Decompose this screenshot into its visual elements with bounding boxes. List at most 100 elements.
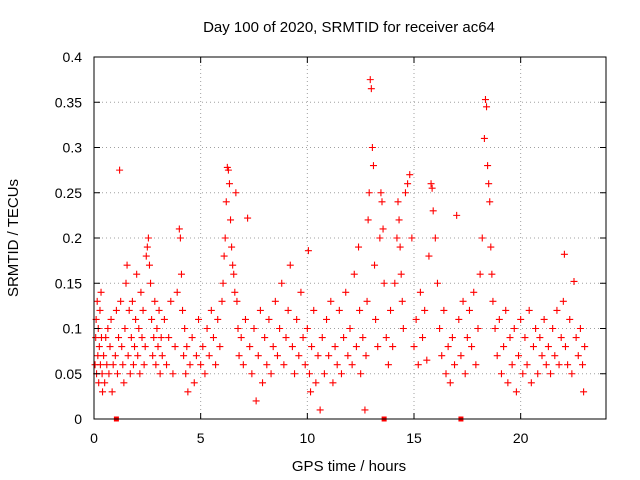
data-point [391,279,399,287]
data-point [377,189,385,197]
data-point [124,352,132,360]
data-point [361,406,369,414]
y-axis-label: SRMTID / TECUs [5,179,22,297]
data-point [436,325,444,332]
data-points [91,76,589,414]
y-tick-label: 0.25 [55,185,82,201]
data-point [116,166,124,174]
data-point [167,297,175,305]
data-point [540,315,548,323]
data-point [553,306,561,314]
data-point [181,325,189,332]
x-axis-ticks: 0 5 10 15 20 [90,57,529,446]
data-point [163,361,171,369]
data-point [344,352,352,360]
data-point [137,288,145,296]
data-point [165,334,173,342]
data-point [331,343,339,351]
data-point [404,180,412,188]
data-point [380,279,388,287]
data-point [481,96,489,104]
data-point [175,225,183,233]
data-point [145,261,153,269]
data-point [410,343,418,351]
data-point [398,297,406,305]
data-point [284,306,292,314]
data-point [478,234,486,242]
data-point [216,343,224,351]
data-point [472,361,480,369]
data-point [97,288,105,296]
data-point [125,306,133,314]
data-point [228,243,236,251]
data-point [366,76,374,84]
data-point [177,270,185,278]
chart-title: Day 100 of 2020, SRMTID for receiver ac6… [203,19,495,36]
data-point [128,297,136,305]
data-point [374,343,382,351]
data-point [179,306,187,314]
data-point [476,270,484,278]
data-point [119,361,127,369]
data-point [176,234,184,242]
data-point [265,315,273,323]
data-point [451,361,459,369]
data-point [396,243,404,251]
data-point [147,279,155,287]
data-point [127,334,135,342]
y-tick-label: 0.15 [55,275,82,291]
data-point [190,379,198,387]
data-point [192,352,200,360]
data-point [136,370,144,378]
data-point [155,306,163,314]
data-point [93,297,101,305]
data-point [141,343,149,351]
data-point [278,279,286,287]
data-point [483,103,491,111]
data-point [459,297,467,305]
data-point [408,234,416,242]
data-point [235,352,243,360]
data-point [252,397,260,405]
data-point [579,361,587,369]
data-point [488,270,496,278]
data-point [271,297,279,305]
data-point [581,343,589,351]
data-point [312,379,320,387]
data-point [234,325,242,332]
data-point [378,198,386,206]
data-point [352,343,360,351]
y-tick-label: 0 [74,411,82,427]
data-point [510,325,518,332]
data-point [96,361,104,369]
data-point [457,352,465,360]
data-point [134,352,142,360]
data-point [487,243,495,251]
data-point [564,361,572,369]
data-point [246,343,254,351]
data-point [570,277,578,285]
data-point [350,270,358,278]
data-point [346,325,354,332]
data-point [157,334,165,342]
data-point [154,343,162,351]
data-point [207,306,215,314]
data-point [508,361,516,369]
data-point [225,180,233,188]
data-point [180,352,188,360]
data-point [203,325,211,332]
data-point [95,379,103,387]
data-point [427,180,435,188]
data-point [359,334,367,342]
x-tick-label: 5 [197,430,205,446]
y-axis-ticks: 0 0.05 0.1 0.15 0.2 0.25 0.3 0.35 0.4 [55,49,606,427]
data-point [184,388,192,396]
data-point [113,370,121,378]
data-point [219,279,227,287]
data-point [102,334,110,342]
data-point [254,352,262,360]
data-point [138,334,146,342]
data-point [416,288,424,296]
data-point [474,325,482,332]
